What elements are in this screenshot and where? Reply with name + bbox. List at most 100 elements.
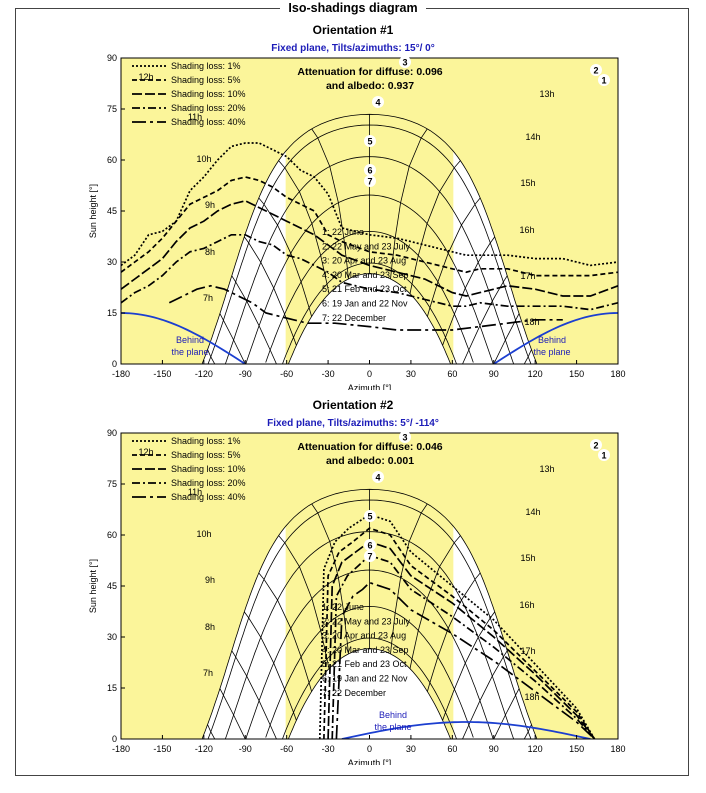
date-marker-bg bbox=[364, 175, 376, 187]
date-marker-bg bbox=[364, 164, 376, 176]
date-marker-bg bbox=[364, 550, 376, 562]
y-tick-label: 45 bbox=[107, 581, 117, 591]
hour-label-10h: 10h bbox=[196, 154, 211, 164]
attenuation-albedo: and albedo: 0.937 bbox=[326, 80, 414, 92]
hour-line-15 bbox=[427, 197, 481, 317]
legend-label-2: Shading loss: 5% bbox=[171, 450, 241, 460]
legend-label-1: Shading loss: 1% bbox=[171, 436, 241, 446]
date-marker-4: 4 bbox=[375, 473, 380, 483]
x-tick-label: 150 bbox=[569, 744, 584, 754]
x-tick-label: -60 bbox=[280, 369, 293, 379]
hour-label-9h: 9h bbox=[205, 575, 215, 585]
x-tick-label: -60 bbox=[280, 744, 293, 754]
date-marker-bg bbox=[372, 96, 384, 108]
date-label-3: 3: 20 Apr and 23 Aug bbox=[322, 631, 406, 641]
date-label-1: 1: 22 June bbox=[322, 227, 364, 237]
hour-label-17h: 17h bbox=[520, 646, 535, 656]
unreachable-region-right bbox=[453, 151, 618, 364]
chart-orientation-1: -180 -150 -120 -90 -60 -30 0 30 60 90 120 150 180015… bbox=[88, 53, 626, 390]
date-marker-1: 1 bbox=[601, 76, 606, 86]
unreachable-region-right bbox=[453, 526, 618, 739]
shading-loss-line-1 bbox=[318, 513, 596, 739]
behind-plane-curve-left bbox=[121, 312, 246, 364]
behind-plane-curve bbox=[341, 721, 591, 739]
y-tick-label: 15 bbox=[107, 683, 117, 693]
hour-label-14h: 14h bbox=[525, 132, 540, 142]
date-marker-5: 5 bbox=[367, 512, 372, 522]
hour-line-7 bbox=[231, 275, 277, 364]
legend-label-2: Shading loss: 5% bbox=[171, 75, 241, 85]
shading-loss-line-4 bbox=[121, 233, 618, 311]
date-marker-1: 1 bbox=[601, 451, 606, 461]
x-axis-label: Azimuth [°] bbox=[348, 383, 392, 390]
page-title: Iso-shadings diagram bbox=[0, 0, 706, 16]
date-marker-3: 3 bbox=[402, 433, 407, 443]
date-label-5: 5: 21 Feb and 23 Oct bbox=[322, 284, 407, 294]
orientation-1-title: Orientation #1 bbox=[312, 23, 394, 37]
x-tick-label: -90 bbox=[239, 369, 252, 379]
shading-loss-line-5 bbox=[168, 284, 563, 331]
date-label-6: 6: 19 Jan and 22 Nov bbox=[322, 674, 408, 684]
date-marker-bg bbox=[364, 135, 376, 147]
hour-line-7 bbox=[231, 650, 277, 739]
hour-label-17h: 17h bbox=[520, 271, 535, 281]
legend-label-1: Shading loss: 1% bbox=[171, 61, 241, 71]
behind-plane-label-left-2: the plane bbox=[171, 347, 208, 357]
hour-label-18h: 18h bbox=[524, 692, 539, 702]
date-marker-bg bbox=[364, 539, 376, 551]
shading-loss-line-5 bbox=[335, 581, 596, 739]
date-marker-6: 6 bbox=[367, 541, 372, 551]
shading-loss-line-3 bbox=[327, 540, 596, 739]
x-tick-label: 0 bbox=[367, 744, 372, 754]
legend-label-3: Shading loss: 10% bbox=[171, 89, 246, 99]
hour-label-9h: 9h bbox=[205, 200, 215, 210]
y-tick-label: 30 bbox=[107, 257, 117, 267]
y-tick-label: 60 bbox=[107, 530, 117, 540]
y-tick-label: 0 bbox=[112, 359, 117, 369]
date-label-2: 2: 22 May and 23 July bbox=[322, 241, 411, 251]
legend-label-4: Shading loss: 20% bbox=[171, 103, 246, 113]
legend-label-4: Shading loss: 20% bbox=[171, 478, 246, 488]
date-marker-bg bbox=[598, 74, 610, 86]
hour-line-13 bbox=[390, 503, 428, 654]
y-tick-label: 0 bbox=[112, 734, 117, 744]
date-marker-bg bbox=[399, 431, 411, 443]
x-tick-label: 90 bbox=[489, 369, 499, 379]
unreachable-region-left bbox=[121, 151, 286, 364]
x-tick-label: -180 bbox=[112, 744, 130, 754]
legend-label-5: Shading loss: 40% bbox=[171, 117, 246, 127]
x-tick-label: -180 bbox=[112, 369, 130, 379]
hour-line-19 bbox=[523, 724, 532, 739]
x-tick-label: -120 bbox=[195, 744, 213, 754]
date-marker-3: 3 bbox=[402, 58, 407, 68]
x-tick-label: -90 bbox=[239, 744, 252, 754]
orientation-2-subtitle: Fixed plane, Tilts/azimuths: 5°/ -114° bbox=[267, 418, 439, 429]
hour-label-10h: 10h bbox=[196, 529, 211, 539]
hour-label-15h: 15h bbox=[520, 553, 535, 563]
hour-line-8 bbox=[243, 236, 297, 346]
date-marker-7: 7 bbox=[367, 552, 372, 562]
behind-plane-label-right: Behind bbox=[538, 335, 566, 345]
x-tick-label: 180 bbox=[610, 369, 625, 379]
x-tick-label: -30 bbox=[322, 744, 335, 754]
hour-label-8h: 8h bbox=[205, 622, 215, 632]
hour-line-18 bbox=[493, 313, 520, 364]
y-tick-label: 90 bbox=[107, 428, 117, 438]
hour-line-19 bbox=[523, 349, 532, 364]
hour-line-17 bbox=[462, 650, 508, 739]
date-marker-bg bbox=[598, 449, 610, 461]
shading-loss-line-2 bbox=[121, 176, 618, 277]
date-marker-bg bbox=[590, 64, 602, 76]
shading-loss-line-4 bbox=[331, 554, 596, 739]
date-marker-2: 2 bbox=[593, 441, 598, 451]
behind-plane-label-2: the plane bbox=[374, 722, 411, 732]
x-tick-label: 0 bbox=[367, 369, 372, 379]
y-tick-label: 90 bbox=[107, 53, 117, 63]
attenuation-diffuse: Attenuation for diffuse: 0.096 bbox=[297, 66, 442, 78]
hour-line-9 bbox=[258, 572, 312, 692]
date-label-4: 4: 20 Mar and 23 Sep bbox=[322, 270, 409, 280]
hour-line-6 bbox=[219, 688, 246, 739]
x-tick-label: 60 bbox=[447, 369, 457, 379]
hour-line-11 bbox=[311, 503, 349, 654]
hour-label-13h: 13h bbox=[539, 89, 554, 99]
